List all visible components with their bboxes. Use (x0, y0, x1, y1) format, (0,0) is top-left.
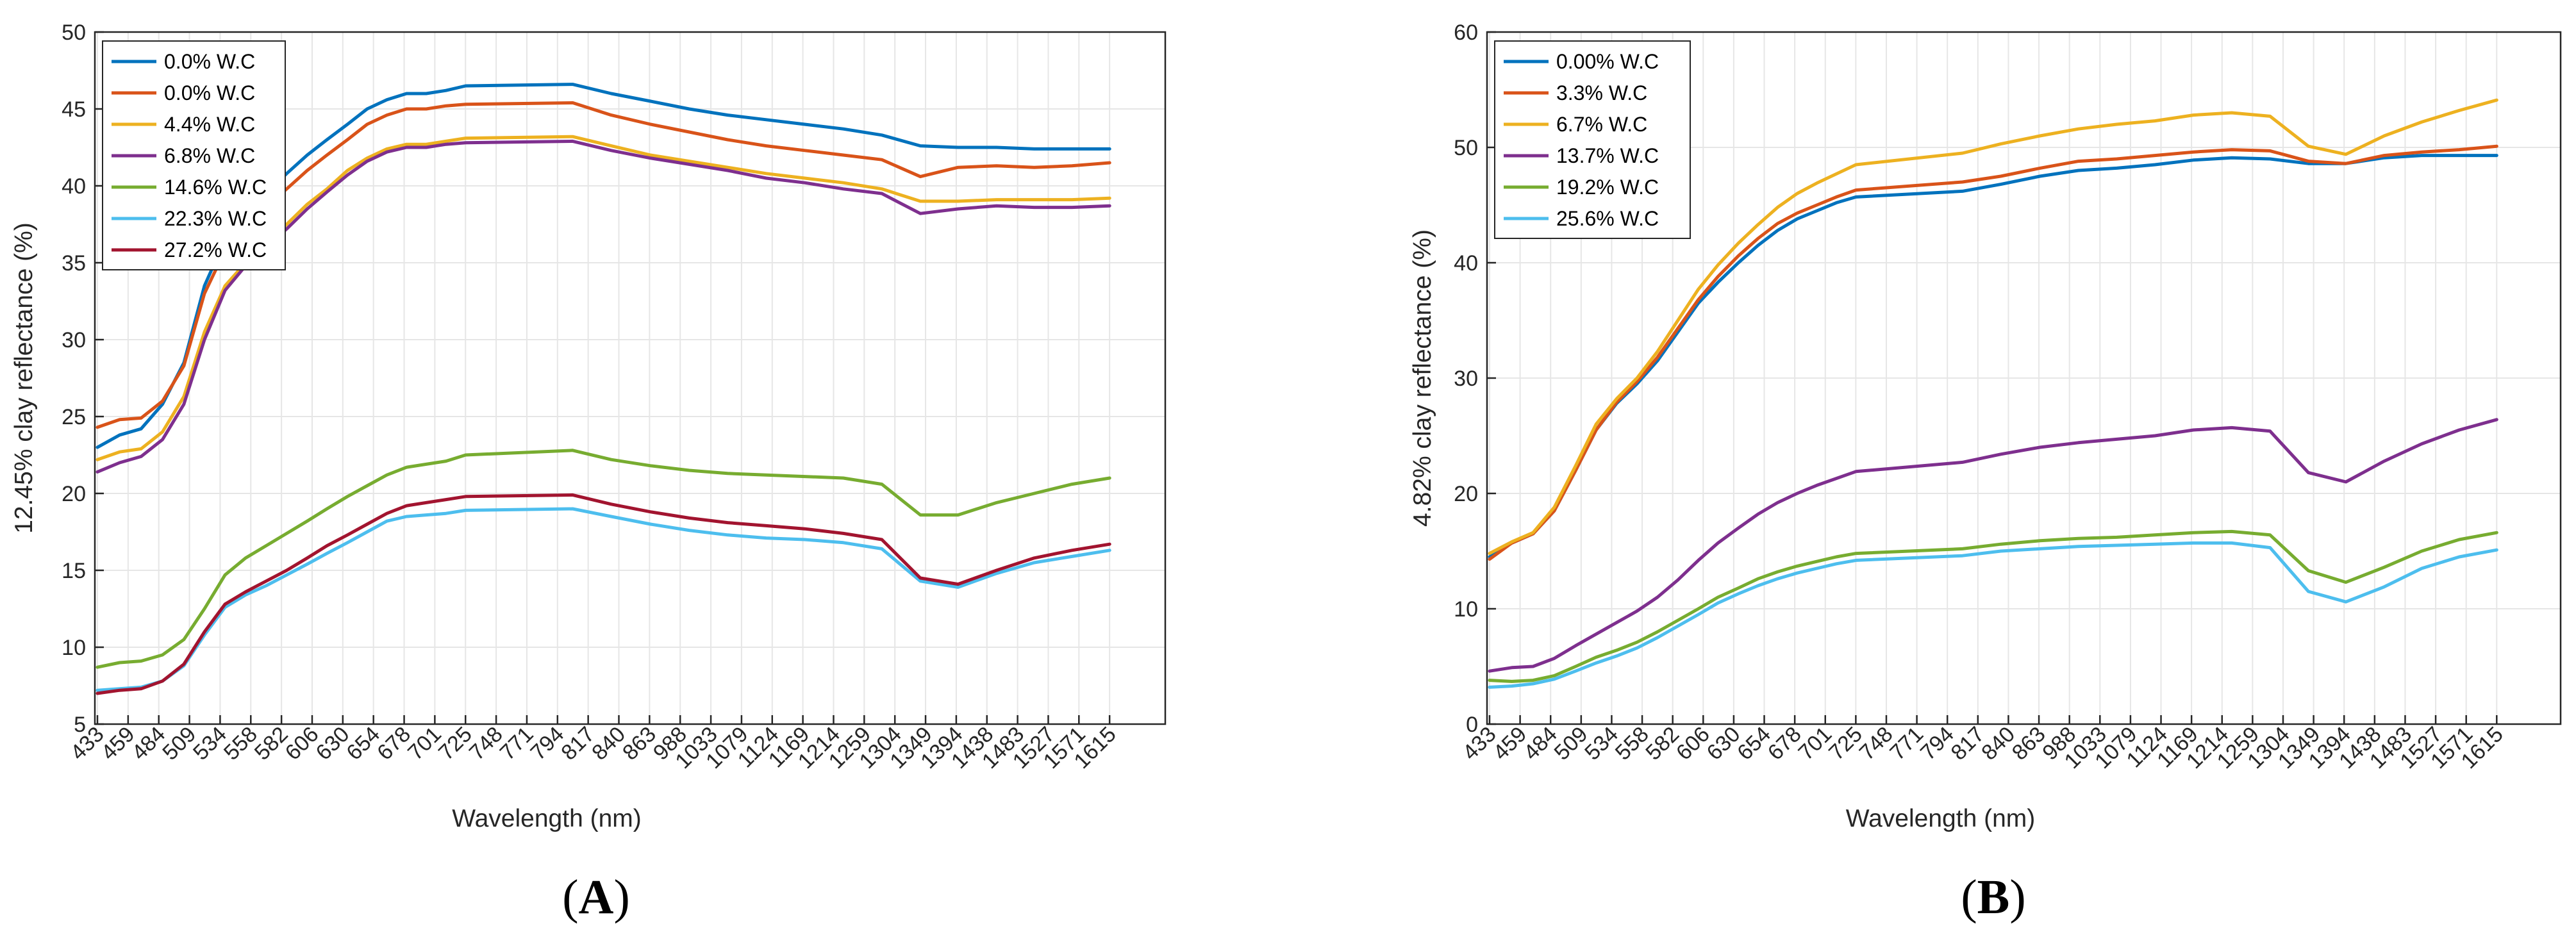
legend-entry-label: 22.3% W.C (164, 207, 267, 230)
legend-entry-label: 25.6% W.C (1556, 207, 1659, 230)
legend-entry-label: 3.3% W.C (1556, 81, 1647, 104)
series-line-2 (96, 101, 1111, 429)
y-tick-label: 40 (62, 174, 86, 199)
y-tick-label: 20 (1454, 482, 1478, 506)
panel-label-close: ) (2009, 870, 2025, 924)
legend-box (1494, 40, 1691, 239)
series-line-3 (96, 135, 1111, 461)
y-tick-label: 15 (62, 559, 86, 583)
y-tick-label: 25 (62, 405, 86, 429)
legend-entry-label: 0.0% W.C (164, 50, 255, 73)
series-line-4 (96, 139, 1111, 474)
legend-entry-label: 27.2% W.C (164, 238, 267, 261)
y-tick-label: 50 (1454, 136, 1478, 160)
axes-frame (94, 31, 1167, 725)
panel-a: 5101520253035404550433459484509534558582… (10, 21, 1167, 924)
panel-label-close: ) (613, 870, 629, 924)
legend-entry-label: 13.7% W.C (1556, 144, 1659, 167)
panel-label-letter: A (579, 870, 614, 924)
y-tick-label: 0 (1466, 713, 1478, 737)
legend-entry-label: 0.0% W.C (164, 81, 255, 104)
x-axis-label: Wavelength (nm) (452, 805, 642, 832)
series-line-3 (1488, 98, 2498, 556)
series-line-6 (1488, 541, 2498, 689)
y-tick-label: 40 (1454, 251, 1478, 276)
panel-label: (A) (562, 870, 630, 924)
panel-label-letter: B (1977, 870, 2010, 924)
legend-entry-label: 6.7% W.C (1556, 113, 1647, 136)
legend-entry-label: 19.2% W.C (1556, 176, 1659, 199)
legend-entry-label: 4.4% W.C (164, 113, 255, 136)
y-tick-label: 50 (62, 21, 86, 45)
series-line-4 (1488, 418, 2498, 673)
y-tick-label: 30 (62, 328, 86, 352)
y-tick-label: 45 (62, 97, 86, 122)
series-line-6 (96, 507, 1111, 692)
y-tick-label: 5 (74, 713, 86, 737)
series-line-7 (96, 493, 1111, 695)
legend-entry-label: 0.00% W.C (1556, 50, 1659, 73)
y-tick-label: 35 (62, 251, 86, 276)
panel-label-open: ( (1961, 870, 1977, 924)
legend-entry-label: 14.6% W.C (164, 176, 267, 199)
panel-label-open: ( (562, 870, 578, 924)
y-tick-label: 20 (62, 482, 86, 506)
series-line-5 (1488, 529, 2498, 683)
y-axis-label: 4.82% clay reflectance (%) (1409, 229, 1436, 527)
series-line-5 (96, 449, 1111, 669)
series-line-2 (1488, 144, 2498, 561)
panel-b: 0102030405060433459484509534558582606630… (1409, 21, 2562, 924)
y-tick-label: 10 (1454, 597, 1478, 622)
y-axis-label: 12.45% clay reflectance (%) (10, 222, 38, 534)
panel-label: (B) (1961, 870, 2025, 924)
y-tick-label: 30 (1454, 367, 1478, 391)
y-tick-label: 60 (1454, 21, 1478, 45)
legend-entry-label: 6.8% W.C (164, 144, 255, 167)
y-tick-label: 10 (62, 636, 86, 660)
x-axis-label: Wavelength (nm) (1846, 805, 2036, 832)
